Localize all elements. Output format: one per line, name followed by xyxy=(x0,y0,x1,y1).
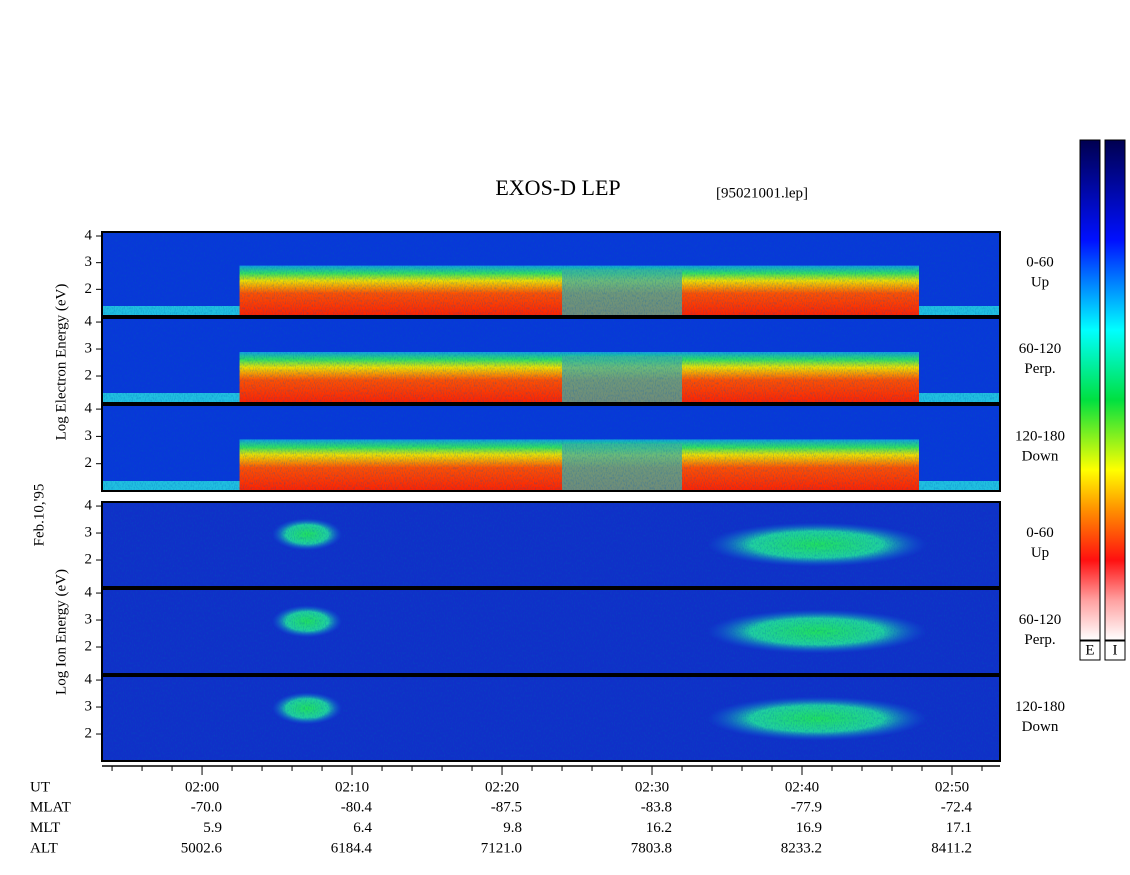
orbit-value: 6.4 xyxy=(353,820,372,836)
orbit-value: 7121.0 xyxy=(481,840,522,856)
y-tick-label: 3 xyxy=(85,428,93,444)
y-tick-label: 3 xyxy=(85,611,93,627)
y-tick-label: 2 xyxy=(85,367,93,383)
y-tick-label: 3 xyxy=(85,524,93,540)
orbit-value: 17.1 xyxy=(946,820,972,836)
panel-frame xyxy=(101,501,1001,588)
panel-direction: Perp. xyxy=(1024,361,1055,377)
y-tick-label: 3 xyxy=(85,340,93,356)
y-tick-label: 2 xyxy=(85,551,93,567)
y-tick-label: 2 xyxy=(85,455,93,471)
orbit-value: 6184.4 xyxy=(331,840,373,856)
orbit-row-label: MLT xyxy=(30,820,60,836)
colorbar xyxy=(1079,139,1101,641)
panel-frame xyxy=(101,317,1001,404)
orbit-value: 8411.2 xyxy=(931,840,972,856)
orbit-value: -80.4 xyxy=(341,799,373,815)
spectrogram-noise xyxy=(102,232,1000,316)
y-tick-label: 4 xyxy=(85,313,93,329)
spectrogram-noise xyxy=(102,589,1000,674)
panel-frame xyxy=(101,588,1001,675)
panel-range: 0-60 xyxy=(1026,525,1054,541)
panel-range: 0-60 xyxy=(1026,254,1054,270)
y-tick-label: 3 xyxy=(85,254,93,270)
x-tick-label: 02:00 xyxy=(185,779,219,795)
orbit-value: 16.9 xyxy=(796,820,822,836)
panel-frame xyxy=(101,404,1001,492)
spectrogram-noise xyxy=(102,318,1000,403)
panel-frame xyxy=(101,231,1001,317)
y-tick-label: 4 xyxy=(85,497,93,513)
spectrogram-noise xyxy=(102,676,1000,761)
panel-frame xyxy=(101,675,1001,762)
y-tick-label: 2 xyxy=(85,281,93,297)
orbit-row-label: ALT xyxy=(30,840,58,856)
y-tick-label: 4 xyxy=(85,584,93,600)
x-tick-label: 02:20 xyxy=(485,779,519,795)
orbit-value: -83.8 xyxy=(641,799,672,815)
orbit-value: -77.9 xyxy=(791,799,822,815)
orbit-value: -70.0 xyxy=(191,799,222,815)
y-tick-label: 2 xyxy=(85,638,93,654)
date-label: Feb.10,'95 xyxy=(31,484,47,547)
y-tick-label: 3 xyxy=(85,698,93,714)
orbit-value: -72.4 xyxy=(941,799,973,815)
colorbar-label-box xyxy=(1079,640,1101,661)
y-tick-label: 4 xyxy=(85,401,93,417)
panel-range: 60-120 xyxy=(1019,341,1062,357)
colorbar-label-box xyxy=(1104,640,1126,661)
orbit-value: -87.5 xyxy=(491,799,522,815)
orbit-value: 7803.8 xyxy=(631,840,672,856)
panel-range: 120-180 xyxy=(1015,428,1065,444)
y-axis-label: Log Ion Energy (eV) xyxy=(53,569,69,695)
orbit-value: 8233.2 xyxy=(781,840,822,856)
colorbar-label: E xyxy=(1085,642,1094,658)
x-tick-label: 02:40 xyxy=(785,779,819,795)
orbit-value: 9.8 xyxy=(503,820,522,836)
spectrogram-noise xyxy=(102,502,1000,587)
panel-direction: Down xyxy=(1022,719,1059,735)
y-tick-label: 4 xyxy=(85,671,93,687)
x-tick-label: 02:10 xyxy=(335,779,369,795)
chart-title: EXOS-D LEP xyxy=(495,175,620,200)
orbit-value: 16.2 xyxy=(646,820,672,836)
x-tick-label: 02:50 xyxy=(935,779,969,795)
panel-direction: Perp. xyxy=(1024,632,1055,648)
orbit-value: 5002.6 xyxy=(181,840,223,856)
panel-direction: Down xyxy=(1022,448,1059,464)
orbit-value: 5.9 xyxy=(203,820,222,836)
orbit-row-label: MLAT xyxy=(30,799,71,815)
y-tick-label: 2 xyxy=(85,725,93,741)
x-tick-label: 02:30 xyxy=(635,779,669,795)
panel-direction: Up xyxy=(1031,274,1049,290)
chart-subtitle: [95021001.lep] xyxy=(716,185,808,201)
spectrogram-noise xyxy=(102,405,1000,491)
panel-range: 120-180 xyxy=(1015,699,1065,715)
time-label: UT xyxy=(30,779,50,795)
colorbar-label: I xyxy=(1113,642,1118,658)
y-axis-label: Log Electron Energy (eV) xyxy=(53,284,69,441)
panel-direction: Up xyxy=(1031,545,1049,561)
y-tick-label: 4 xyxy=(85,227,93,243)
colorbar xyxy=(1104,139,1126,641)
panel-range: 60-120 xyxy=(1019,612,1062,628)
